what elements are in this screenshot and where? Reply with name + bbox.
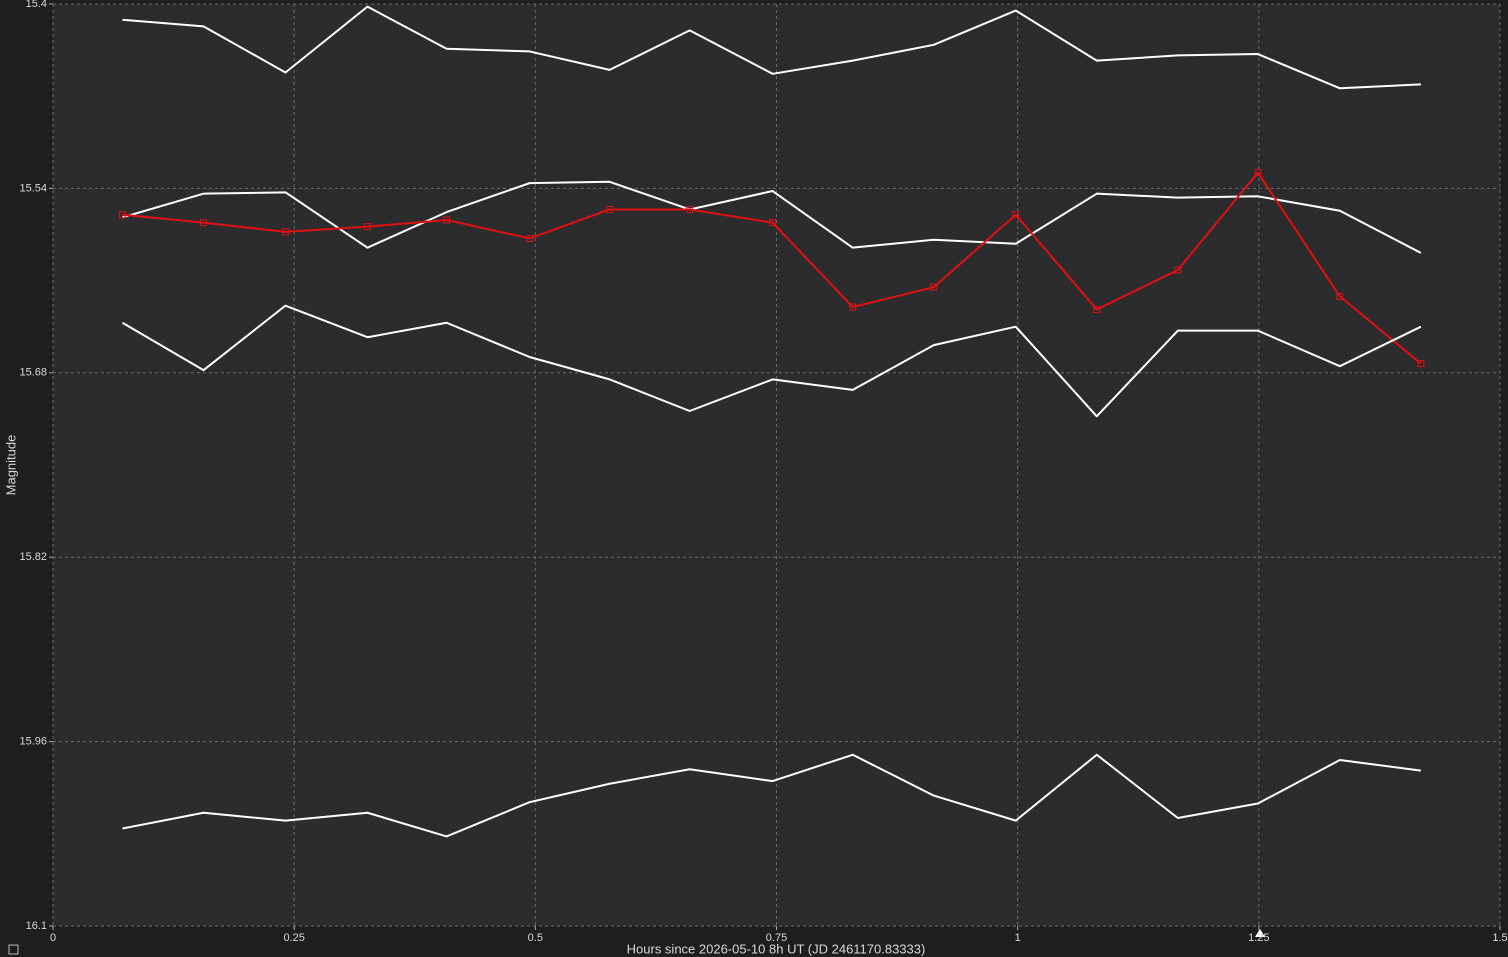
point-marker	[199, 219, 207, 227]
y-tick-label: 15.96	[19, 736, 47, 748]
corner-button[interactable]	[8, 944, 19, 955]
x-axis-title: Hours since 2026-05-10 8h UT (JD 2461170…	[627, 941, 926, 956]
y-tick-label: 15.54	[19, 182, 47, 194]
x-tick-label: 0.25	[283, 932, 304, 944]
point-marker	[281, 228, 289, 236]
y-tick-label: 15.82	[19, 551, 47, 563]
point-marker	[1174, 266, 1182, 274]
y-tick-label: 15.68	[19, 367, 47, 379]
point-marker	[1012, 211, 1020, 219]
x-cursor-marker	[1255, 929, 1265, 937]
series-line	[122, 753, 1422, 838]
point-marker	[930, 283, 938, 291]
x-tick-label: 0.5	[528, 932, 543, 944]
series-line	[122, 5, 1421, 90]
point-marker	[849, 303, 857, 311]
point-marker	[769, 219, 777, 227]
point-marker	[1093, 306, 1101, 314]
x-tick-label: 0.75	[766, 932, 787, 944]
y-tick-label: 16.1	[26, 920, 47, 932]
y-tick-label: 15.4	[26, 0, 47, 10]
point-marker	[1336, 292, 1344, 300]
x-tick-label: 0	[50, 932, 56, 944]
series-line	[121, 304, 1422, 418]
point-marker	[686, 205, 694, 213]
series-line	[122, 171, 1422, 365]
point-marker	[118, 211, 126, 219]
y-axis-title: Magnitude	[3, 435, 18, 496]
point-marker	[443, 216, 451, 224]
point-marker	[1417, 360, 1425, 368]
point-marker	[606, 205, 614, 213]
x-tick-label: 1.25	[1248, 932, 1269, 944]
x-tick-label: 1.5	[1492, 932, 1507, 944]
point-marker	[363, 223, 371, 231]
point-marker	[1254, 169, 1262, 177]
x-tick-label: 1	[1015, 932, 1021, 944]
point-marker	[526, 234, 534, 242]
